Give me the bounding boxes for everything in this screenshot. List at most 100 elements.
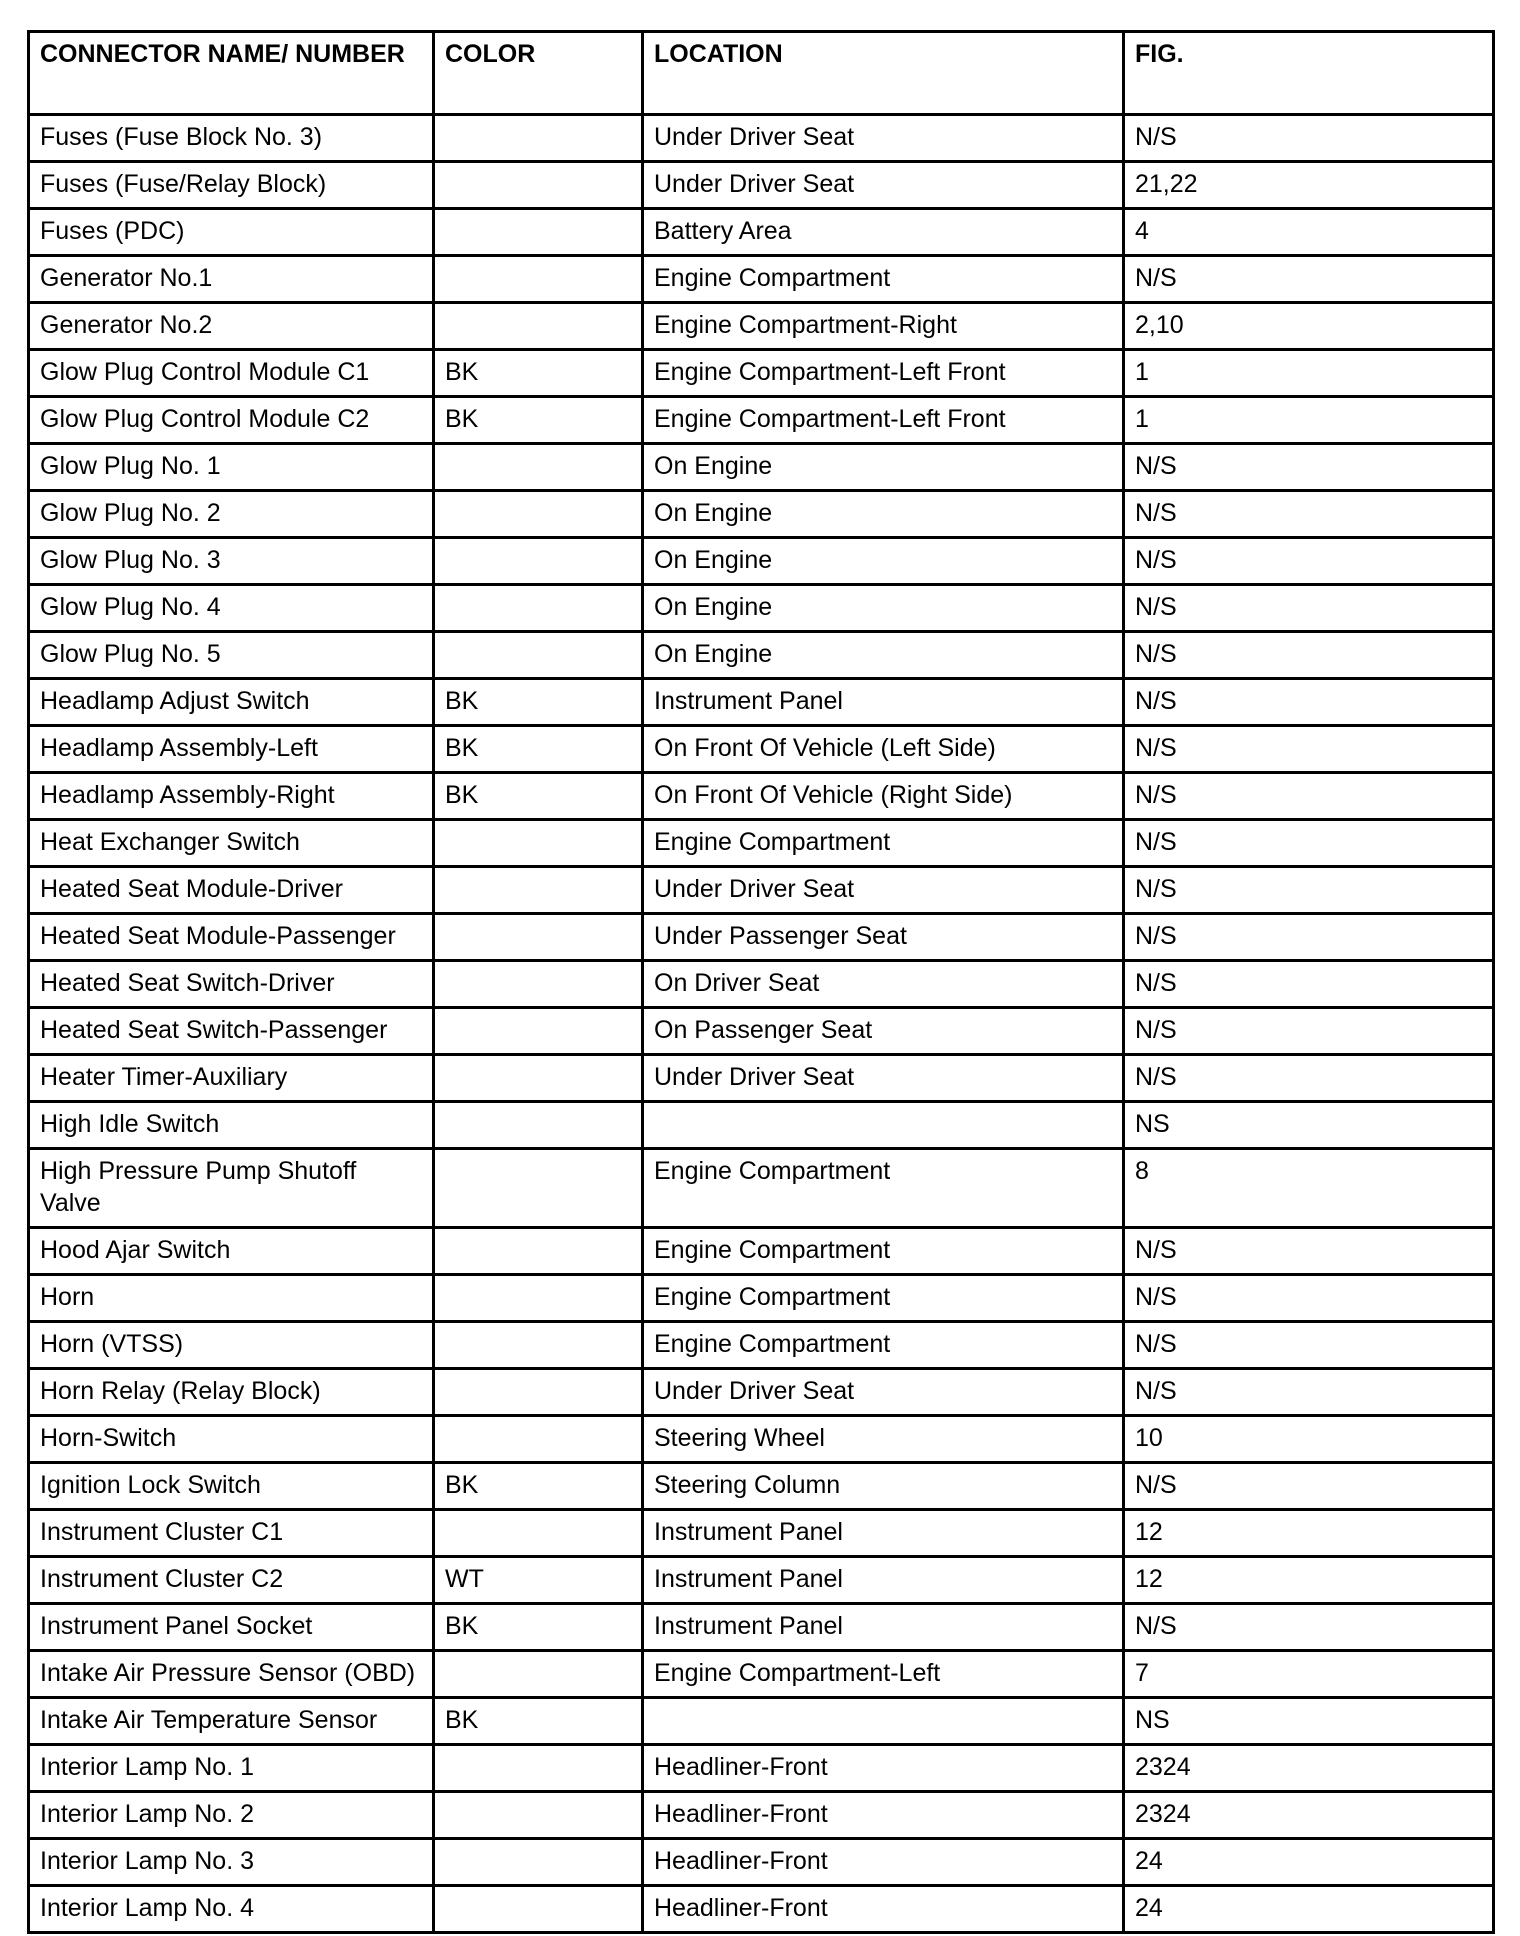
table-cell: Engine Compartment: [641, 1147, 1125, 1229]
table-row: Glow Plug No. 2 On Engine N/S: [27, 489, 1495, 539]
table-cell: Glow Plug Control Module C1: [27, 348, 435, 398]
table-cell: [432, 865, 644, 915]
table-cell: Engine Compartment: [641, 1273, 1125, 1323]
table-cell: [432, 1147, 644, 1229]
table-cell: Glow Plug No. 2: [27, 489, 435, 539]
table-cell: Under Driver Seat: [641, 865, 1125, 915]
table-cell: N/S: [1122, 818, 1495, 868]
table-row: Ignition Lock Switch BK Steering Column N/S: [27, 1461, 1495, 1511]
table-cell: [432, 1884, 644, 1934]
table-cell: 1: [1122, 395, 1495, 445]
table-cell: BK: [432, 1696, 644, 1746]
table-cell: Steering Wheel: [641, 1414, 1125, 1464]
table-cell: Glow Plug No. 5: [27, 630, 435, 680]
connector-table: CONNECTOR NAME/ NUMBER COLOR LOCATION FIG. …: [27, 30, 1495, 1934]
table-cell: [432, 1273, 644, 1323]
table-cell: Fuses (PDC): [27, 207, 435, 257]
table-cell: 7: [1122, 1649, 1495, 1699]
table-cell: 12: [1122, 1555, 1495, 1605]
header-cell: FIG.: [1122, 30, 1495, 116]
table-cell: Heated Seat Switch-Passenger: [27, 1006, 435, 1056]
table-cell: Heated Seat Switch-Driver: [27, 959, 435, 1009]
table-cell: [432, 489, 644, 539]
table-cell: Engine Compartment-Right: [641, 301, 1125, 351]
table-cell: BK: [432, 1461, 644, 1511]
table-cell: Intake Air Temperature Sensor: [27, 1696, 435, 1746]
table-cell: Interior Lamp No. 2: [27, 1790, 435, 1840]
table-cell: N/S: [1122, 1053, 1495, 1103]
table-cell: N/S: [1122, 583, 1495, 633]
table-cell: WT: [432, 1555, 644, 1605]
table-cell: Heated Seat Module-Passenger: [27, 912, 435, 962]
table-cell: 8: [1122, 1147, 1495, 1229]
table-cell: [432, 207, 644, 257]
table-cell: Interior Lamp No. 4: [27, 1884, 435, 1934]
table-row: High Idle Switch NS: [27, 1100, 1495, 1150]
table-cell: Battery Area: [641, 207, 1125, 257]
table-cell: On Engine: [641, 489, 1125, 539]
table-row: Interior Lamp No. 4 Headliner-Front 24: [27, 1884, 1495, 1934]
table-cell: Interior Lamp No. 1: [27, 1743, 435, 1793]
table-row: Fuses (Fuse Block No. 3) Under Driver Sea…: [27, 113, 1495, 163]
table-row: Heated Seat Module-Passenger Under Passen…: [27, 912, 1495, 962]
table-cell: Horn-Switch: [27, 1414, 435, 1464]
table-cell: [432, 1508, 644, 1558]
table-cell: 2,10: [1122, 301, 1495, 351]
table-row: Fuses (Fuse/Relay Block) Under Driver Sea…: [27, 160, 1495, 210]
table-cell: [432, 1790, 644, 1840]
table-cell: Heated Seat Module-Driver: [27, 865, 435, 915]
table-cell: Instrument Cluster C1: [27, 1508, 435, 1558]
table-cell: [641, 1100, 1125, 1150]
table-row: Generator No.2 Engine Compartment-Right 2,…: [27, 301, 1495, 351]
table-cell: 10: [1122, 1414, 1495, 1464]
table-cell: Generator No.1: [27, 254, 435, 304]
table-row: Interior Lamp No. 1 Headliner-Front 2324: [27, 1743, 1495, 1793]
table-cell: Engine Compartment-Left: [641, 1649, 1125, 1699]
table-cell: [432, 254, 644, 304]
table-row: Horn Relay (Relay Block) Under Driver Sea…: [27, 1367, 1495, 1417]
header-row: CONNECTOR NAME/ NUMBER COLOR LOCATION FIG.: [27, 30, 1495, 116]
table-cell: 24: [1122, 1884, 1495, 1934]
table-cell: [432, 301, 644, 351]
table-cell: N/S: [1122, 865, 1495, 915]
table-cell: Instrument Panel Socket: [27, 1602, 435, 1652]
table-cell: Fuses (Fuse Block No. 3): [27, 113, 435, 163]
table-cell: NS: [1122, 1696, 1495, 1746]
table-cell: [432, 818, 644, 868]
table-cell: Instrument Panel: [641, 677, 1125, 727]
table-cell: Glow Plug No. 3: [27, 536, 435, 586]
table-cell: [432, 1367, 644, 1417]
table-cell: Under Driver Seat: [641, 1053, 1125, 1103]
table-cell: N/S: [1122, 442, 1495, 492]
table-row: Glow Plug No. 5 On Engine N/S: [27, 630, 1495, 680]
table-cell: N/S: [1122, 1367, 1495, 1417]
table-row: Horn Engine Compartment N/S: [27, 1273, 1495, 1323]
table-cell: N/S: [1122, 1006, 1495, 1056]
table-cell: 24: [1122, 1837, 1495, 1887]
table-cell: Steering Column: [641, 1461, 1125, 1511]
table-cell: BK: [432, 724, 644, 774]
table-cell: Headlamp Assembly-Right: [27, 771, 435, 821]
table-cell: Horn Relay (Relay Block): [27, 1367, 435, 1417]
table-cell: [641, 1696, 1125, 1746]
table-row: Fuses (PDC) Battery Area 4: [27, 207, 1495, 257]
table-cell: N/S: [1122, 771, 1495, 821]
table-cell: Instrument Panel: [641, 1555, 1125, 1605]
table-cell: Instrument Panel: [641, 1602, 1125, 1652]
table-row: Horn-Switch Steering Wheel 10: [27, 1414, 1495, 1464]
table-cell: Engine Compartment-Left Front: [641, 395, 1125, 445]
table-cell: Glow Plug No. 1: [27, 442, 435, 492]
table-cell: N/S: [1122, 254, 1495, 304]
table-cell: Engine Compartment: [641, 254, 1125, 304]
table-cell: N/S: [1122, 1226, 1495, 1276]
table-cell: Engine Compartment: [641, 1320, 1125, 1370]
table-cell: BK: [432, 677, 644, 727]
table-cell: [432, 113, 644, 163]
table-cell: Engine Compartment: [641, 818, 1125, 868]
table-cell: [432, 536, 644, 586]
table-cell: [432, 1006, 644, 1056]
table-row: Generator No.1 Engine Compartment N/S: [27, 254, 1495, 304]
table-row: Glow Plug Control Module C2 BK Engine Comp…: [27, 395, 1495, 445]
table-cell: BK: [432, 1602, 644, 1652]
table-cell: 4: [1122, 207, 1495, 257]
